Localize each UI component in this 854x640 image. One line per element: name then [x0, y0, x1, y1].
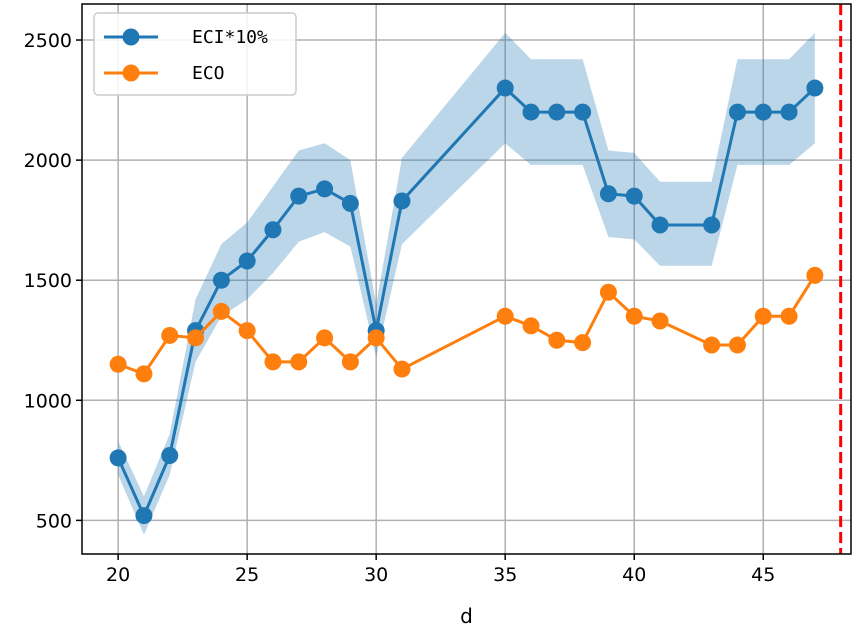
data-point — [161, 326, 179, 344]
data-point — [574, 103, 592, 121]
y-tick-label: 2500 — [24, 30, 72, 52]
data-point — [574, 334, 592, 352]
data-point — [728, 103, 746, 121]
y-tick-label: 1000 — [24, 390, 72, 412]
data-point — [238, 322, 256, 340]
legend-marker — [122, 28, 140, 46]
data-point — [780, 307, 798, 325]
plot-frame — [81, 3, 852, 555]
data-point — [109, 449, 127, 467]
data-point — [806, 79, 824, 97]
data-point — [393, 192, 411, 210]
series-lines — [109, 79, 824, 525]
data-point — [703, 336, 721, 354]
x-tick-label: 35 — [493, 564, 517, 586]
data-point — [135, 365, 153, 383]
x-axis-label: d — [460, 604, 473, 628]
y-tick-label: 500 — [36, 510, 72, 532]
data-point — [625, 187, 643, 205]
series-group — [109, 79, 824, 525]
data-point — [780, 103, 798, 121]
series-line — [116, 86, 816, 518]
data-point — [728, 336, 746, 354]
data-point — [316, 329, 334, 347]
data-point — [703, 216, 721, 234]
data-point — [599, 283, 617, 301]
data-point — [651, 216, 669, 234]
x-axis-ticks: 20 25 30 35 40 45 — [106, 554, 775, 586]
data-point — [238, 252, 256, 270]
x-tick-label: 30 — [364, 564, 388, 586]
confidence-band — [118, 32, 815, 535]
data-point — [754, 103, 772, 121]
legend: ECI*10% ECO — [93, 12, 297, 96]
data-point — [754, 307, 772, 325]
data-point — [522, 103, 540, 121]
legend-label: ECI*10% — [192, 27, 268, 48]
data-point — [599, 185, 617, 203]
y-axis-ticks: 500 1000 1500 2000 2500 — [24, 30, 82, 532]
x-tick-label: 45 — [751, 564, 775, 586]
x-tick-label: 25 — [235, 564, 259, 586]
data-point — [393, 360, 411, 378]
data-point — [135, 507, 153, 525]
data-point — [548, 103, 566, 121]
data-point — [212, 302, 230, 320]
legend-marker — [122, 64, 140, 82]
data-point — [187, 329, 205, 347]
data-point — [290, 353, 308, 371]
confidence-bands — [118, 32, 815, 535]
data-point — [548, 331, 566, 349]
data-point — [212, 271, 230, 289]
data-point — [290, 187, 308, 205]
data-point — [109, 355, 127, 373]
y-tick-label: 1500 — [24, 270, 72, 292]
data-point — [341, 194, 359, 212]
data-point — [496, 79, 514, 97]
data-point — [264, 353, 282, 371]
data-point — [316, 180, 334, 198]
legend-label: ECO — [192, 63, 225, 84]
x-tick-label: 20 — [106, 564, 130, 586]
data-point — [161, 447, 179, 465]
series-group — [109, 266, 824, 383]
data-point — [806, 266, 824, 284]
data-point — [522, 317, 540, 335]
data-point — [264, 221, 282, 239]
data-point — [367, 329, 385, 347]
data-point — [496, 307, 514, 325]
data-point — [625, 307, 643, 325]
data-point — [651, 312, 669, 330]
x-tick-label: 40 — [622, 564, 646, 586]
y-tick-label: 2000 — [24, 150, 72, 172]
data-point — [341, 353, 359, 371]
